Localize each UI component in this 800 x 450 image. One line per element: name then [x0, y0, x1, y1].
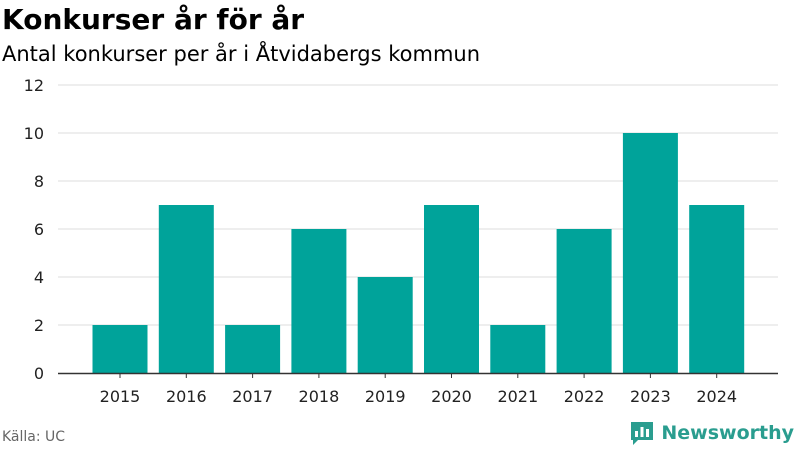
bars [92, 133, 745, 373]
y-tick-label: 6 [34, 220, 44, 239]
x-tick-label: 2015 [100, 387, 141, 406]
y-tick-label: 2 [34, 316, 44, 335]
y-tick-label: 0 [34, 364, 44, 383]
bar-2021 [490, 325, 546, 373]
x-tick-label: 2024 [696, 387, 737, 406]
y-tick-label: 12 [24, 76, 44, 95]
y-tick-label: 8 [34, 172, 44, 191]
bar-2020 [424, 205, 479, 373]
brand-logo: Newsworthy [629, 420, 794, 446]
x-tick-label: 2022 [564, 387, 605, 406]
x-axis-ticks: 2015 2016 2017 2018 2019 2020 2021 2022 2023 2024 [100, 373, 737, 406]
brand-name: Newsworthy [661, 422, 794, 444]
y-axis-ticks: 0 2 4 6 8 10 12 [24, 76, 44, 383]
x-tick-label: 2019 [365, 387, 406, 406]
x-tick-label: 2023 [630, 387, 671, 406]
bar-2015 [92, 325, 148, 373]
x-tick-label: 2016 [166, 387, 207, 406]
bar-2024 [689, 205, 745, 373]
bar-2016 [158, 205, 214, 373]
bar-2018 [291, 229, 347, 373]
chart-subtitle: Antal konkurser per år i Åtvidabergs kom… [2, 42, 481, 66]
bar-2017 [225, 325, 281, 373]
bar-2019 [357, 277, 413, 373]
bar-chart-speech-bubble-icon [631, 422, 654, 445]
source-note: Källa: UC [2, 429, 66, 445]
chart-title: Konkurser år för år [2, 3, 305, 36]
bar-2022 [556, 229, 612, 373]
y-tick-label: 10 [24, 124, 44, 143]
x-tick-label: 2020 [431, 387, 472, 406]
y-tick-label: 4 [34, 268, 44, 287]
bar-2023 [622, 133, 678, 373]
x-tick-label: 2021 [497, 387, 538, 406]
x-tick-label: 2018 [299, 387, 340, 406]
x-tick-label: 2017 [232, 387, 273, 406]
